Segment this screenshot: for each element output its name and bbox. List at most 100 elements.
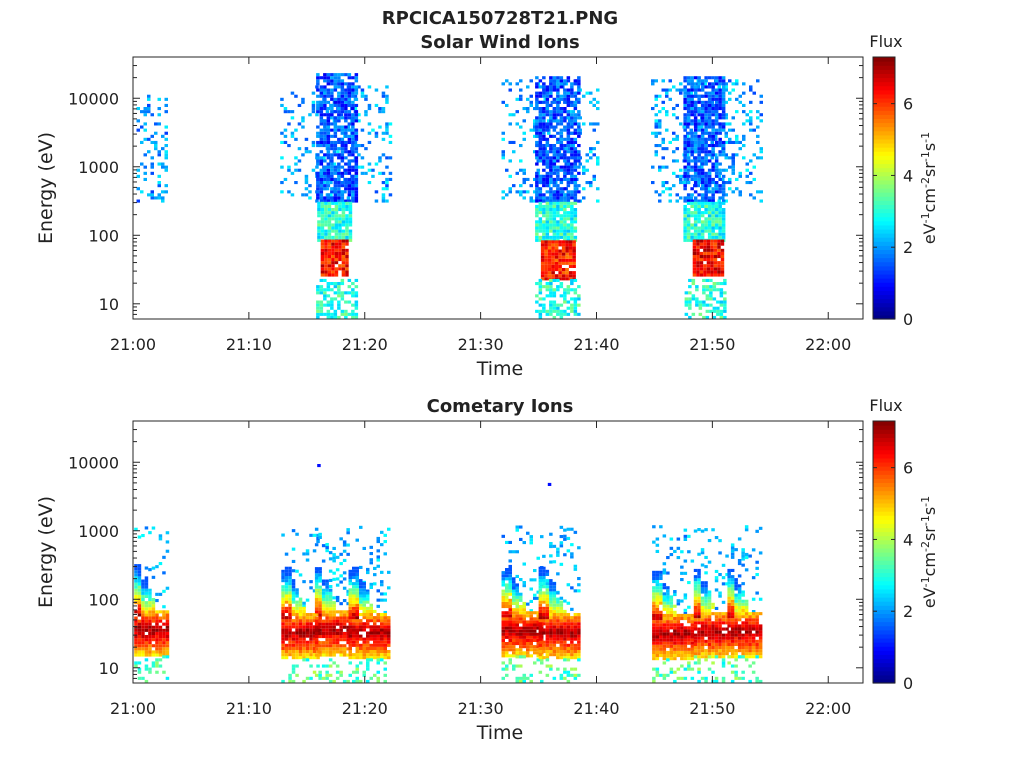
flux-cell [707,204,712,208]
flux-cell [325,601,329,605]
flux-cell [351,82,355,86]
flux-cell [535,214,539,218]
colorbar-segment [873,61,895,66]
flux-cell [542,566,546,570]
flux-cell [508,589,512,593]
flux-cell [340,156,345,160]
flux-cell [651,131,655,135]
flux-cell [333,285,338,289]
flux-cell [526,110,530,114]
flux-cell [522,171,526,175]
flux-cell [535,235,539,239]
flux-cell [164,103,168,107]
flux-cell [318,604,322,608]
flux-cell [655,595,660,599]
flux-cell [577,153,581,157]
flux-cell [707,131,712,135]
flux-cell [311,91,316,95]
flux-cell [714,220,719,224]
flux-cell [563,309,567,313]
flux-cell [683,140,687,144]
flux-cell [337,174,341,178]
flux-cell [519,592,523,596]
flux-cell [508,190,512,194]
flux-cell [728,97,732,101]
flux-cell [148,641,152,645]
flux-cell [134,567,138,571]
flux-cell [540,246,545,250]
flux-cell [350,128,354,132]
flux-cell [684,300,689,304]
flux-cell [332,616,336,620]
flux-cell [148,607,152,611]
flux-cell [545,288,550,292]
flux-cell [515,632,519,636]
flux-cell [662,595,667,599]
flux-cell [563,528,567,532]
flux-cell [316,134,320,138]
flux-cell [328,647,333,651]
flux-cell [151,607,156,611]
flux-cell [352,637,356,641]
flux-cell [134,579,138,583]
flux-cell [577,640,581,644]
flux-cell [718,196,722,200]
flux-cell [566,201,571,205]
flux-cell [505,586,509,590]
flux-cell [143,165,147,169]
flux-cell [686,208,691,212]
flux-cell [137,628,142,632]
flux-cell [340,294,345,298]
flux-cell [380,646,384,650]
flux-cell [154,147,158,151]
flux-cell [535,162,539,166]
flux-cell [348,569,352,573]
flux-cell [312,628,317,632]
flux-cell [344,82,348,86]
flux-cell [312,656,317,660]
flux-cell [552,217,557,221]
flux-cell [347,91,352,95]
flux-cell [570,82,574,86]
flux-cell [162,613,166,617]
flux-cell [319,196,324,200]
flux-cell [383,667,387,671]
flux-cell [651,165,655,169]
colorbar-segment [873,298,895,304]
flux-cell [556,609,560,613]
flux-cell [570,637,574,641]
flux-cell [573,291,578,295]
flux-cell [654,97,658,101]
flux-cell [505,598,509,602]
flux-cell [710,267,714,271]
flux-cell [522,581,526,585]
flux-cell [284,643,289,647]
flux-cell [298,622,303,626]
flux-cell [573,168,578,172]
flux-cell [519,88,523,92]
flux-cell [683,187,687,191]
flux-cell [162,650,166,654]
flux-cell [535,85,539,89]
flux-cell [707,76,712,80]
flux-cell [137,591,142,595]
flux-cell [679,174,683,178]
flux-cell [563,288,567,292]
flux-cell [338,220,342,224]
flux-cell [324,223,328,227]
flux-cell [155,664,159,668]
flux-cell [693,147,698,151]
flux-cell [340,100,345,104]
flux-cell [519,638,523,642]
flux-cell [711,113,715,117]
flux-cell [675,193,679,197]
colorbar-segment [873,200,895,205]
flux-cell [549,545,553,549]
flux-cell [501,589,505,593]
flux-cell [354,285,359,289]
flux-cell [136,187,140,191]
flux-cell [338,267,342,271]
flux-cell [355,646,359,650]
flux-cell [322,144,326,148]
flux-cell [552,181,557,185]
